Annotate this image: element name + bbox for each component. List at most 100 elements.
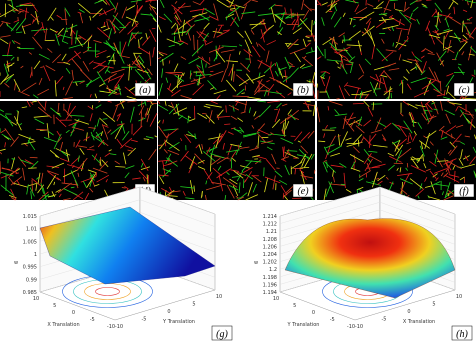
edge bbox=[201, 7, 205, 14]
edge bbox=[268, 133, 272, 136]
edge bbox=[113, 42, 117, 49]
edge bbox=[344, 88, 350, 97]
edge bbox=[64, 9, 67, 25]
edge bbox=[168, 44, 175, 48]
grid-line bbox=[139, 186, 216, 215]
edge bbox=[299, 168, 307, 180]
edge bbox=[226, 184, 235, 199]
edge bbox=[426, 26, 434, 40]
edge bbox=[406, 162, 409, 168]
edge bbox=[226, 60, 238, 63]
edge bbox=[37, 100, 47, 111]
edge bbox=[389, 182, 395, 185]
edge bbox=[265, 50, 270, 63]
edge bbox=[89, 94, 92, 98]
edge bbox=[54, 80, 57, 97]
edge bbox=[227, 4, 237, 8]
edge bbox=[106, 20, 109, 29]
axis-tick-label: -10 bbox=[347, 324, 355, 330]
edge bbox=[174, 15, 179, 21]
edge bbox=[77, 172, 80, 177]
edge bbox=[380, 74, 388, 78]
z-tick-label: 1.198 bbox=[263, 275, 277, 281]
edge bbox=[0, 171, 14, 177]
edge bbox=[376, 177, 380, 180]
edge bbox=[221, 68, 227, 83]
axis-tick-label: 0 bbox=[72, 310, 75, 316]
edge bbox=[287, 92, 292, 96]
edge bbox=[62, 169, 77, 178]
edge bbox=[276, 31, 282, 36]
edge bbox=[65, 80, 73, 96]
z-tick-label: 1.01 bbox=[26, 227, 37, 233]
edge bbox=[316, 106, 321, 123]
edge bbox=[421, 3, 427, 7]
z-tick-label: 1.208 bbox=[263, 237, 277, 243]
edge bbox=[326, 59, 342, 62]
edge bbox=[61, 53, 67, 61]
edge bbox=[377, 174, 386, 182]
edge bbox=[242, 132, 260, 137]
edge bbox=[432, 173, 438, 178]
edge bbox=[88, 60, 94, 65]
edge bbox=[412, 134, 417, 142]
edge bbox=[98, 7, 115, 16]
edge bbox=[208, 15, 219, 21]
edge bbox=[167, 149, 180, 155]
edge bbox=[157, 51, 168, 55]
edge bbox=[388, 86, 391, 100]
edge bbox=[31, 2, 38, 12]
edge bbox=[390, 0, 398, 2]
edge bbox=[104, 152, 111, 157]
edge bbox=[99, 117, 108, 126]
edge bbox=[226, 149, 240, 153]
edge bbox=[344, 116, 356, 121]
edge bbox=[108, 75, 123, 82]
edge bbox=[59, 158, 70, 163]
edge bbox=[119, 100, 125, 109]
edge bbox=[276, 62, 281, 76]
edge bbox=[149, 51, 152, 66]
edge bbox=[257, 100, 266, 103]
edge bbox=[244, 39, 252, 54]
edge bbox=[383, 70, 392, 80]
edge bbox=[127, 64, 133, 68]
edge bbox=[162, 161, 166, 176]
edge bbox=[208, 148, 213, 153]
edge bbox=[253, 84, 265, 96]
edge bbox=[461, 51, 465, 56]
edge bbox=[349, 17, 356, 21]
edge bbox=[421, 61, 427, 74]
edge bbox=[208, 62, 221, 68]
edge bbox=[446, 85, 449, 95]
edge bbox=[287, 150, 292, 156]
edge bbox=[119, 55, 130, 59]
edge bbox=[157, 57, 162, 60]
edge bbox=[268, 3, 276, 10]
edge bbox=[103, 9, 107, 16]
edge bbox=[31, 178, 44, 188]
edge bbox=[212, 167, 222, 177]
edge bbox=[100, 131, 104, 137]
edge bbox=[103, 124, 109, 128]
edge bbox=[283, 118, 287, 136]
panel-label: (g) bbox=[216, 329, 228, 340]
edge bbox=[213, 3, 219, 20]
edge bbox=[285, 121, 290, 130]
edge bbox=[239, 126, 245, 133]
edge bbox=[77, 2, 91, 14]
edge bbox=[270, 7, 276, 23]
edge bbox=[360, 137, 364, 144]
edge bbox=[366, 162, 371, 172]
edge bbox=[50, 16, 54, 21]
edge bbox=[55, 33, 60, 46]
edge bbox=[398, 147, 412, 159]
edge bbox=[115, 166, 126, 168]
edge bbox=[180, 95, 193, 100]
edge bbox=[469, 156, 476, 165]
edge bbox=[361, 31, 366, 35]
edge bbox=[311, 33, 316, 42]
edge bbox=[218, 130, 227, 143]
edge bbox=[175, 104, 180, 116]
edge bbox=[335, 60, 339, 65]
